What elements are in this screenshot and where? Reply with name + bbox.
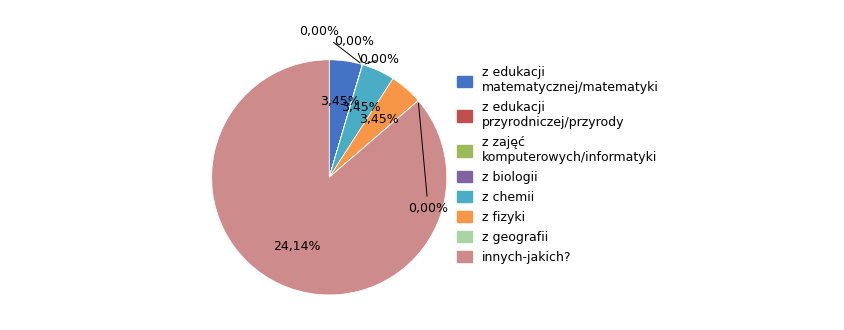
Wedge shape bbox=[329, 65, 362, 177]
Text: 0,00%: 0,00% bbox=[300, 25, 360, 63]
Text: 0,00%: 0,00% bbox=[408, 103, 448, 215]
Text: 0,00%: 0,00% bbox=[359, 53, 398, 66]
Wedge shape bbox=[329, 65, 393, 177]
Text: 3,45%: 3,45% bbox=[341, 101, 381, 115]
Wedge shape bbox=[329, 65, 363, 177]
Text: 3,45%: 3,45% bbox=[320, 95, 360, 108]
Legend: z edukacji
matematycznej/matematyki, z edukacji
przyrodniczej/przyrody, z zajęć
: z edukacji matematycznej/matematyki, z e… bbox=[452, 61, 663, 269]
Wedge shape bbox=[329, 65, 363, 177]
Wedge shape bbox=[329, 79, 419, 177]
Text: 0,00%: 0,00% bbox=[334, 35, 374, 62]
Wedge shape bbox=[212, 60, 446, 295]
Wedge shape bbox=[329, 60, 362, 177]
Text: 3,45%: 3,45% bbox=[360, 113, 399, 126]
Wedge shape bbox=[329, 101, 419, 177]
Text: 24,14%: 24,14% bbox=[273, 240, 321, 253]
